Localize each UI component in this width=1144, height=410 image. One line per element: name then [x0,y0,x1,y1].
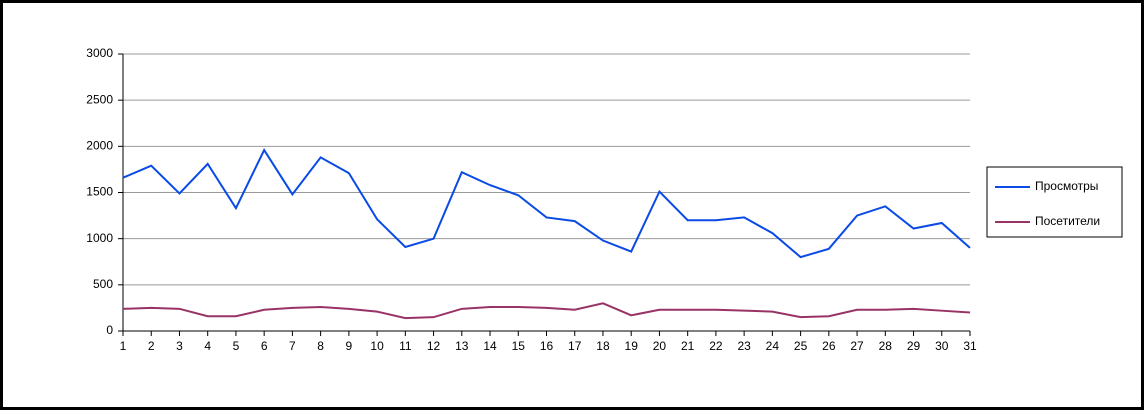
x-tick-label: 10 [370,339,384,353]
series-line [122,147,971,259]
y-tick-label: 1000 [86,231,113,245]
x-tick-label: 24 [766,339,780,353]
x-tick-label: 14 [483,339,497,353]
x-tick-label: 13 [455,339,469,353]
x-tick-label: 26 [822,339,836,353]
series-line [122,302,971,320]
x-tick-label: 27 [850,339,864,353]
x-tick-label: 9 [346,339,353,353]
x-tick-label: 15 [512,339,526,353]
x-tick-label: 18 [596,339,610,353]
x-tick-label: 17 [568,339,582,353]
x-tick-label: 16 [540,339,554,353]
y-tick-label: 1500 [86,185,113,199]
x-tick-label: 6 [261,339,268,353]
x-tick-label: 7 [289,339,296,353]
x-tick-label: 8 [317,339,324,353]
x-tick-label: 21 [681,339,695,353]
x-tick-label: 2 [148,339,155,353]
legend-label: Просмотры [1035,179,1098,193]
x-tick-label: 29 [907,339,921,353]
x-tick-label: 22 [709,339,723,353]
y-tick-label: 0 [106,323,113,337]
x-tick-label: 11 [399,339,412,353]
x-tick-label: 20 [653,339,667,353]
x-tick-label: 30 [935,339,949,353]
x-tick-label: 31 [963,339,977,353]
legend-label: Посетители [1035,214,1100,228]
x-tick-label: 25 [794,339,808,353]
y-tick-label: 2500 [86,92,113,106]
x-tick-label: 3 [176,339,183,353]
x-tick-label: 28 [879,339,893,353]
x-tick-label: 19 [625,339,639,353]
x-tick-label: 5 [233,339,240,353]
legend-box [986,166,1123,238]
x-tick-label: 23 [737,339,751,353]
y-tick-label: 3000 [86,46,113,60]
y-tick-label: 2000 [86,139,113,153]
x-tick-label: 4 [204,339,211,353]
y-tick-label: 500 [93,277,113,291]
x-tick-label: 1 [120,339,127,353]
x-tick-label: 12 [427,339,441,353]
